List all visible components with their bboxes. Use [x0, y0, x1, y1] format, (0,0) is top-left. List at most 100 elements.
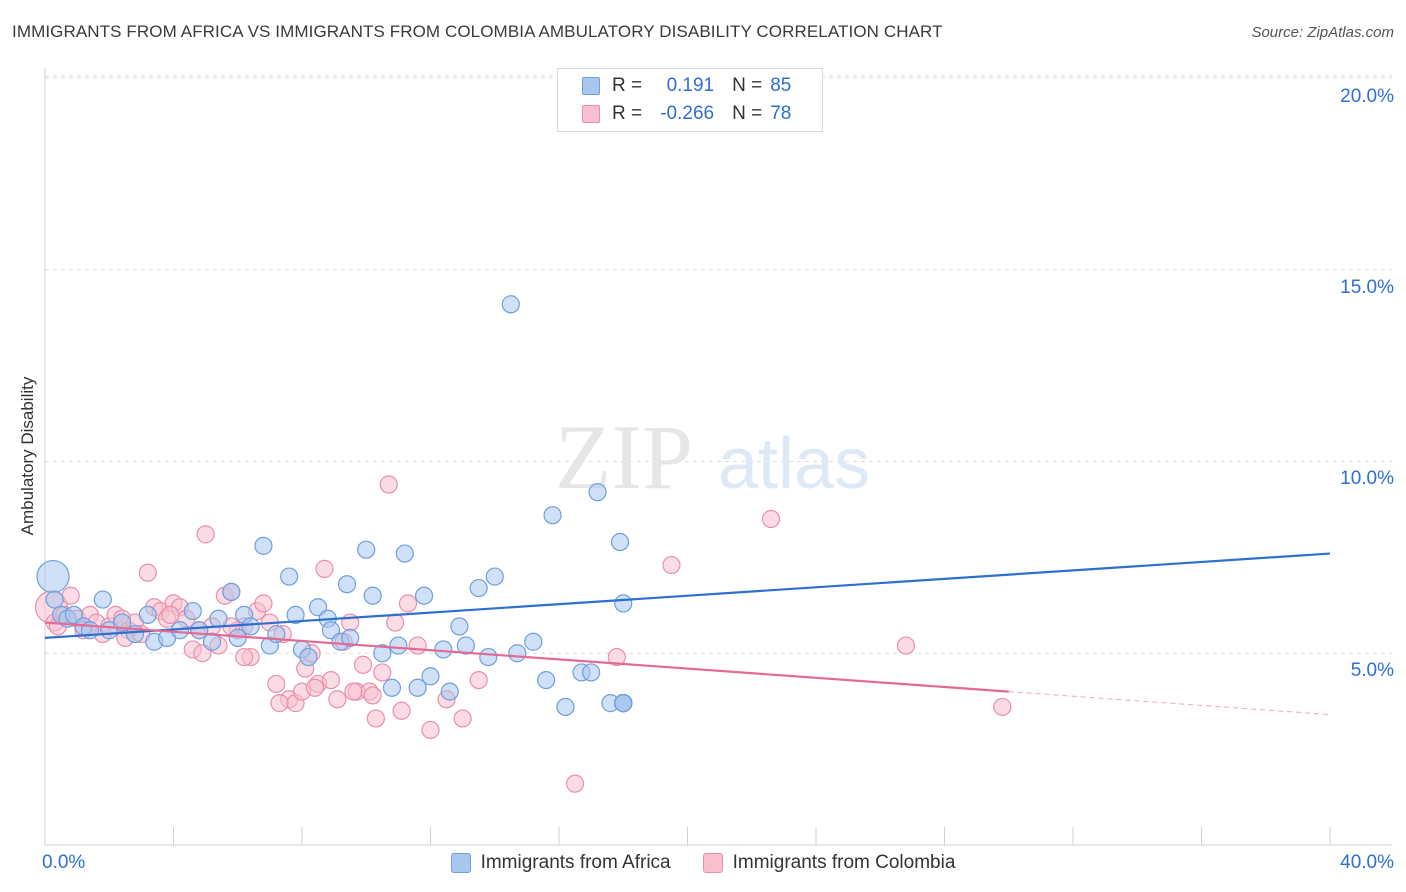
colombia-point — [896, 636, 916, 655]
colombia-point — [662, 555, 681, 575]
africa-point — [373, 644, 392, 663]
grid-lines — [45, 75, 1392, 654]
africa-point — [614, 594, 633, 613]
colombia-point — [267, 674, 286, 694]
colombia-point — [196, 525, 215, 544]
colombia-r-value: -0.266 — [660, 103, 715, 124]
africa-swatch-icon — [582, 77, 600, 95]
africa-point — [610, 532, 630, 552]
colombia-point — [321, 670, 341, 690]
colombia-r-label: R = — [612, 103, 643, 124]
axes — [44, 68, 1392, 846]
africa-point — [543, 506, 562, 525]
stats-legend: R = 0.191 N = 85 R = -0.266 N = 78 — [557, 68, 823, 132]
africa-point — [299, 647, 318, 667]
colombia-point — [565, 774, 585, 793]
africa-point — [93, 590, 112, 609]
trend-lines — [44, 552, 1331, 716]
source-label: Source: ZipAtlas.com — [1251, 24, 1394, 41]
y-axis-label: Ambulatory Disability — [18, 376, 37, 536]
colombia-point — [379, 475, 398, 494]
y-tick-5: 5.0% — [1350, 660, 1394, 681]
colombia-n-value: 78 — [770, 103, 792, 124]
colombia-point — [421, 720, 440, 740]
colombia-point — [270, 694, 289, 713]
colombia-point — [305, 678, 324, 697]
colombia-point — [328, 690, 347, 709]
colombia-point — [392, 701, 411, 720]
x-tick-max: 40.0% — [1340, 852, 1394, 873]
africa-point — [280, 567, 299, 586]
colombia-point — [373, 663, 392, 682]
colombia-point — [607, 647, 626, 667]
africa-n-value: 85 — [770, 75, 792, 96]
africa-point — [341, 628, 360, 648]
colombia-point — [408, 636, 427, 655]
y-tick-10: 10.0% — [1340, 468, 1394, 489]
africa-point — [254, 536, 273, 555]
colombia-n-label: N = — [732, 103, 763, 124]
colombia-point — [138, 563, 157, 582]
colombia-point — [453, 709, 472, 728]
colombia-point — [161, 605, 180, 625]
africa-point — [556, 697, 575, 717]
africa-point — [363, 586, 382, 605]
colombia-point — [235, 647, 254, 667]
africa-point — [382, 678, 402, 697]
colombia-swatch-icon — [582, 105, 600, 123]
africa-point — [508, 644, 527, 663]
colombia-legend-label: Immigrants from Colombia — [732, 852, 956, 873]
africa-point — [222, 582, 241, 601]
colombia-point — [993, 697, 1012, 717]
colombia-trend-extension — [1008, 691, 1331, 716]
africa-point — [337, 575, 357, 594]
colombia-point — [761, 509, 781, 529]
africa-r-label: R = — [612, 75, 643, 96]
africa-point — [138, 605, 157, 625]
watermark-atlas: atlas — [718, 424, 870, 504]
colombia-point — [344, 682, 363, 701]
africa-point — [434, 640, 453, 659]
africa-point — [582, 663, 601, 682]
africa-point — [408, 678, 427, 697]
africa-point — [202, 632, 222, 651]
africa-point — [537, 670, 556, 690]
watermark: ZIP atlas — [555, 406, 870, 508]
colombia-point — [254, 594, 273, 613]
colombia-point — [315, 559, 334, 578]
africa-point — [588, 483, 607, 502]
watermark-zip: ZIP — [555, 406, 693, 508]
x-tick-min: 0.0% — [42, 852, 86, 873]
colombia-trend-line — [44, 621, 1009, 693]
y-tick-20: 20.0% — [1340, 86, 1394, 107]
africa-point — [421, 667, 440, 686]
legend-row-colombia: R = -0.266 N = 78 — [582, 101, 791, 127]
africa-point — [209, 609, 228, 628]
series-africa-points — [36, 295, 633, 717]
colombia-point — [61, 586, 80, 605]
africa-r-value: 0.191 — [666, 75, 715, 96]
africa-point — [524, 632, 543, 651]
africa-point — [183, 601, 202, 621]
africa-point — [389, 636, 408, 655]
africa-point — [485, 567, 504, 586]
africa-point — [501, 295, 520, 314]
africa-point — [614, 694, 633, 713]
africa-point — [440, 682, 459, 701]
africa-point — [45, 590, 64, 609]
colombia-point — [469, 670, 488, 690]
legend-row-africa: R = 0.191 N = 85 — [582, 73, 791, 99]
legend-item-africa[interactable]: Immigrants from Africa — [450, 852, 671, 874]
colombia-point — [363, 686, 382, 705]
colombia-point — [386, 613, 405, 632]
chart-title: IMMIGRANTS FROM AFRICA VS IMMIGRANTS FRO… — [12, 22, 943, 41]
africa-point — [456, 636, 475, 655]
africa-point — [479, 647, 498, 667]
colombia-point — [353, 655, 373, 674]
colombia-legend-swatch-icon — [702, 853, 723, 873]
africa-point — [414, 586, 434, 605]
africa-legend-swatch-icon — [450, 853, 471, 873]
africa-point — [395, 544, 414, 563]
legend-item-colombia[interactable]: Immigrants from Colombia — [702, 852, 956, 874]
